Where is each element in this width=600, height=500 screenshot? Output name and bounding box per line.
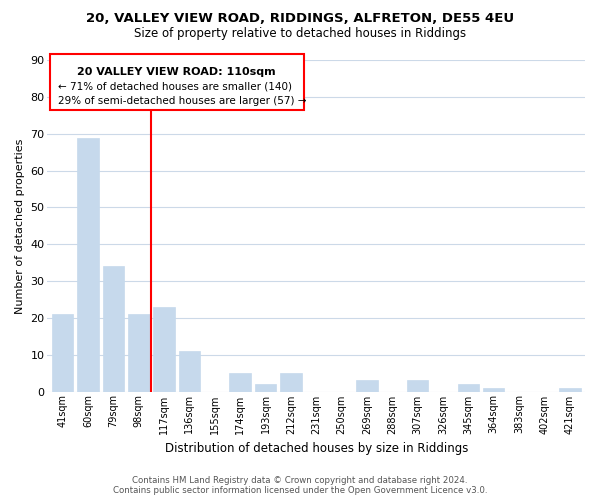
Bar [229, 373, 251, 392]
Text: 20, VALLEY VIEW ROAD, RIDDINGS, ALFRETON, DE55 4EU: 20, VALLEY VIEW ROAD, RIDDINGS, ALFRETON… [86, 12, 514, 26]
Text: ← 71% of detached houses are smaller (140): ← 71% of detached houses are smaller (14… [58, 82, 292, 92]
Bar [128, 314, 149, 392]
Bar [407, 380, 428, 392]
Bar [458, 384, 479, 392]
Bar [255, 384, 276, 392]
Bar [77, 138, 99, 392]
Bar [280, 373, 302, 392]
Text: Size of property relative to detached houses in Riddings: Size of property relative to detached ho… [134, 28, 466, 40]
Bar [154, 307, 175, 392]
Bar [559, 388, 581, 392]
X-axis label: Distribution of detached houses by size in Riddings: Distribution of detached houses by size … [164, 442, 468, 455]
Bar [356, 380, 378, 392]
Bar [103, 266, 124, 392]
FancyBboxPatch shape [50, 54, 304, 110]
Bar [483, 388, 505, 392]
Bar [179, 351, 200, 392]
Text: 20 VALLEY VIEW ROAD: 110sqm: 20 VALLEY VIEW ROAD: 110sqm [77, 68, 276, 78]
Text: Contains HM Land Registry data © Crown copyright and database right 2024.
Contai: Contains HM Land Registry data © Crown c… [113, 476, 487, 495]
Bar [52, 314, 73, 392]
Y-axis label: Number of detached properties: Number of detached properties [15, 138, 25, 314]
Text: 29% of semi-detached houses are larger (57) →: 29% of semi-detached houses are larger (… [58, 96, 307, 106]
